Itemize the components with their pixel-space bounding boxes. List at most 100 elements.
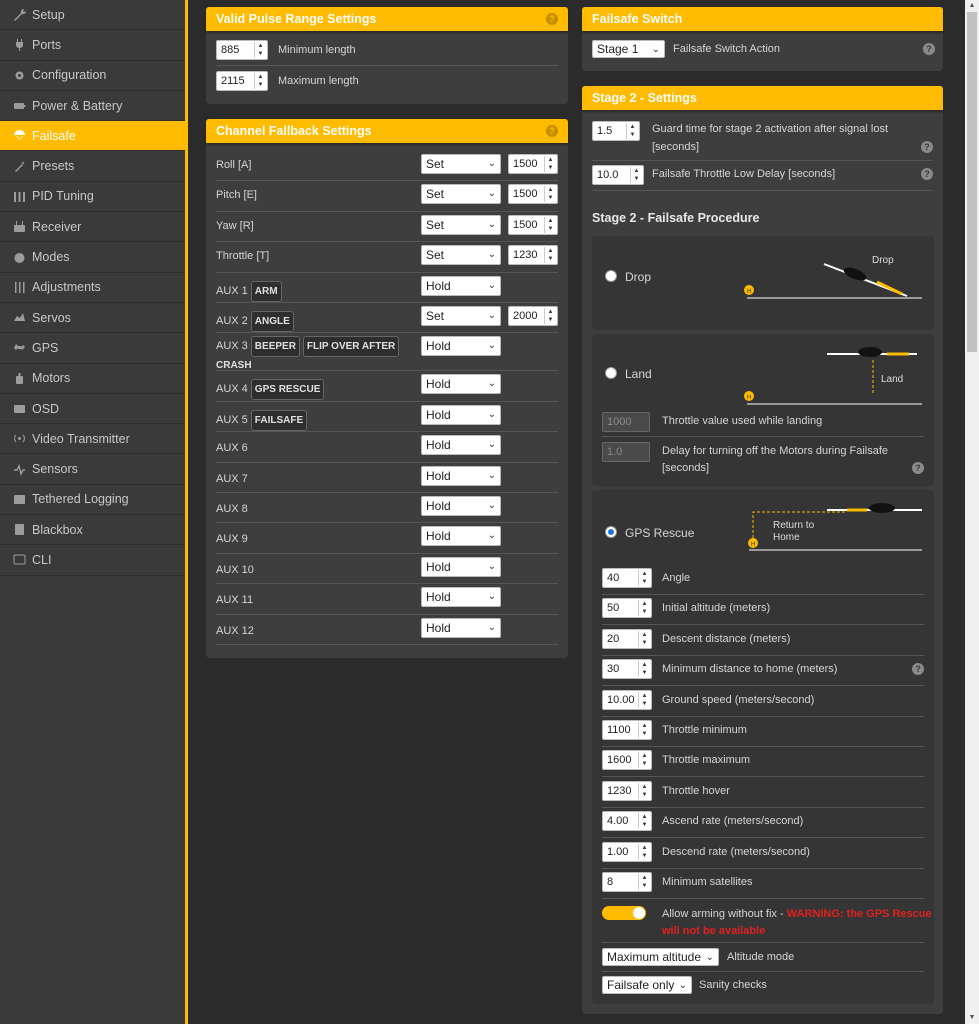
help-icon[interactable]: ? <box>546 125 558 137</box>
stepper-icon[interactable]: ▲ ▼ <box>638 874 650 890</box>
gps-setting-input[interactable]: 20 ▲ ▼ <box>602 628 652 649</box>
stepper-icon[interactable]: ▲ ▼ <box>544 308 556 324</box>
fallback-value-input[interactable]: 1500 ▲ ▼ <box>508 214 558 235</box>
fallback-mode-select[interactable]: Hold ⌄ <box>421 587 501 608</box>
guard-time-input[interactable]: 1.5 ▲ ▼ <box>592 121 640 141</box>
help-icon[interactable]: ? <box>912 462 924 474</box>
gps-setting-input[interactable]: 1230 ▲ ▼ <box>602 780 652 801</box>
gps-setting-input[interactable]: 4.00 ▲ ▼ <box>602 811 652 832</box>
stepper-icon[interactable]: ▲ ▼ <box>638 813 650 830</box>
switch-action-select[interactable]: Stage 1 ⌄ <box>592 40 665 58</box>
gps-setting-input[interactable]: 50 ▲ ▼ <box>602 598 652 619</box>
stepper-icon[interactable]: ▲ ▼ <box>626 123 638 139</box>
help-icon[interactable]: ? <box>546 13 558 25</box>
sidebar-item-pid-tuning[interactable]: PID Tuning <box>0 182 185 213</box>
gps-setting-input[interactable]: 1100 ▲ ▼ <box>602 720 652 740</box>
scroll-down-icon[interactable]: ▼ <box>968 1014 976 1021</box>
sidebar-item-blackbox[interactable]: Blackbox <box>0 515 185 546</box>
land-throttle-input[interactable]: 1000 <box>602 412 650 432</box>
fallback-mode-select[interactable]: Hold ⌄ <box>421 465 501 486</box>
stepper-icon[interactable]: ▲ ▼ <box>254 42 266 58</box>
fallback-mode-select[interactable]: Set ⌄ <box>421 154 501 174</box>
fallback-value-input[interactable]: 2000 ▲ ▼ <box>508 306 558 326</box>
fallback-mode-select[interactable]: Hold ⌄ <box>421 617 501 638</box>
help-icon[interactable]: ? <box>921 141 933 153</box>
stepper-icon[interactable]: ▲ ▼ <box>638 752 650 769</box>
sidebar-item-failsafe[interactable]: Failsafe <box>0 121 185 152</box>
sidebar-item-gps[interactable]: GPS <box>0 333 185 364</box>
gps-setting-input[interactable]: 30 ▲ ▼ <box>602 659 652 680</box>
fallback-mode-select[interactable]: Hold ⌄ <box>421 275 501 296</box>
stepper-icon[interactable]: ▲ ▼ <box>638 661 650 678</box>
gps-setting-input[interactable]: 1.00 ▲ ▼ <box>602 841 652 862</box>
stepper-icon[interactable]: ▲ ▼ <box>544 186 556 203</box>
fallback-mode-select[interactable]: Set ⌄ <box>421 184 501 205</box>
fallback-mode-select[interactable]: Hold ⌄ <box>421 496 501 516</box>
land-option[interactable]: Land H Land 1000 Throttle value used whi… <box>592 334 934 486</box>
scrollbar-thumb[interactable] <box>967 12 977 352</box>
sidebar-item-osd[interactable]: OSD <box>0 394 185 425</box>
gps-setting-input[interactable]: 40 ▲ ▼ <box>602 568 652 588</box>
drop-option[interactable]: Drop H Drop <box>592 236 934 330</box>
sidebar-item-video-transmitter[interactable]: Video Transmitter <box>0 424 185 455</box>
fallback-mode-select[interactable]: Set ⌄ <box>421 214 501 235</box>
fallback-value-input[interactable]: 1500 ▲ ▼ <box>508 154 558 174</box>
stepper-icon[interactable]: ▲ ▼ <box>630 167 642 183</box>
sidebar-item-presets[interactable]: Presets <box>0 151 185 182</box>
fallback-mode-select[interactable]: Set ⌄ <box>421 306 501 326</box>
fallback-mode-select[interactable]: Hold ⌄ <box>421 374 501 395</box>
fallback-value-input[interactable]: 1230 ▲ ▼ <box>508 245 558 266</box>
stepper-icon[interactable]: ▲ ▼ <box>638 570 650 586</box>
sidebar-item-cli[interactable]: CLI <box>0 545 185 576</box>
sidebar-item-receiver[interactable]: Receiver <box>0 212 185 243</box>
sidebar-item-motors[interactable]: Motors <box>0 364 185 394</box>
fallback-mode-select[interactable]: Hold ⌄ <box>421 404 501 425</box>
help-icon[interactable]: ? <box>921 168 933 180</box>
max-pulse-input[interactable]: 2115 ▲ ▼ <box>216 71 268 91</box>
fallback-mode-select[interactable]: Hold ⌄ <box>421 526 501 547</box>
fallback-mode-select[interactable]: Hold ⌄ <box>421 336 501 357</box>
scroll-up-icon[interactable]: ▲ <box>968 2 976 9</box>
fallback-value-input[interactable]: 1500 ▲ ▼ <box>508 184 558 205</box>
fallback-mode-select[interactable]: Set ⌄ <box>421 245 501 266</box>
sidebar-item-adjustments[interactable]: Adjustments <box>0 273 185 303</box>
gps-rescue-option[interactable]: GPS Rescue H Return to Home 40 ▲ ▼ Angle 50 ▲… <box>592 490 934 1004</box>
sidebar-item-servos[interactable]: Servos <box>0 303 185 334</box>
gps-rescue-radio[interactable] <box>605 526 617 538</box>
sidebar-item-sensors[interactable]: Sensors <box>0 454 185 485</box>
arming-without-fix-toggle[interactable] <box>602 906 646 920</box>
sidebar-item-modes[interactable]: Modes <box>0 242 185 273</box>
help-icon[interactable]: ? <box>912 663 924 676</box>
stepper-icon[interactable]: ▲ ▼ <box>544 156 556 172</box>
sidebar-item-ports[interactable]: Ports <box>0 30 185 61</box>
fallback-mode-select[interactable]: Hold ⌄ <box>421 435 501 456</box>
sanity-checks-select[interactable]: Failsafe only ⌄ <box>602 976 692 994</box>
fallback-mode-select[interactable]: Hold ⌄ <box>421 556 501 577</box>
land-delay-input[interactable]: 1.0 <box>602 442 650 462</box>
sidebar-item-tethered-logging[interactable]: Tethered Logging <box>0 485 185 516</box>
stepper-icon[interactable]: ▲ ▼ <box>638 630 650 647</box>
sidebar-item-setup[interactable]: Setup <box>0 0 185 31</box>
min-pulse-input[interactable]: 885 ▲ ▼ <box>216 40 268 60</box>
sidebar-item-power-battery[interactable]: Power & Battery <box>0 91 185 122</box>
aux-name: AUX 1 <box>216 284 248 297</box>
stepper-icon[interactable]: ▲ ▼ <box>544 216 556 233</box>
stepper-icon[interactable]: ▲ ▼ <box>638 843 650 860</box>
gps-setting-input[interactable]: 10.00 ▲ ▼ <box>602 689 652 710</box>
sidebar-item-configuration[interactable]: Configuration <box>0 61 185 91</box>
drop-radio[interactable] <box>605 270 617 282</box>
throttle-delay-input[interactable]: 10.0 ▲ ▼ <box>592 165 644 185</box>
gps-setting-input[interactable]: 1600 ▲ ▼ <box>602 750 652 771</box>
altitude-mode-select[interactable]: Maximum altitude ⌄ <box>602 948 719 966</box>
stepper-icon[interactable]: ▲ ▼ <box>638 691 650 708</box>
help-icon[interactable]: ? <box>923 43 935 55</box>
stepper-icon[interactable]: ▲ ▼ <box>254 73 266 89</box>
stepper-icon[interactable]: ▲ ▼ <box>638 722 650 738</box>
page-scrollbar[interactable]: ▲ ▼ <box>965 0 979 1024</box>
gps-setting-input[interactable]: 8 ▲ ▼ <box>602 872 652 892</box>
sidebar-item-label: Failsafe <box>32 128 76 143</box>
stepper-icon[interactable]: ▲ ▼ <box>638 600 650 617</box>
stepper-icon[interactable]: ▲ ▼ <box>544 247 556 264</box>
stepper-icon[interactable]: ▲ ▼ <box>638 782 650 799</box>
land-radio[interactable] <box>605 367 617 379</box>
